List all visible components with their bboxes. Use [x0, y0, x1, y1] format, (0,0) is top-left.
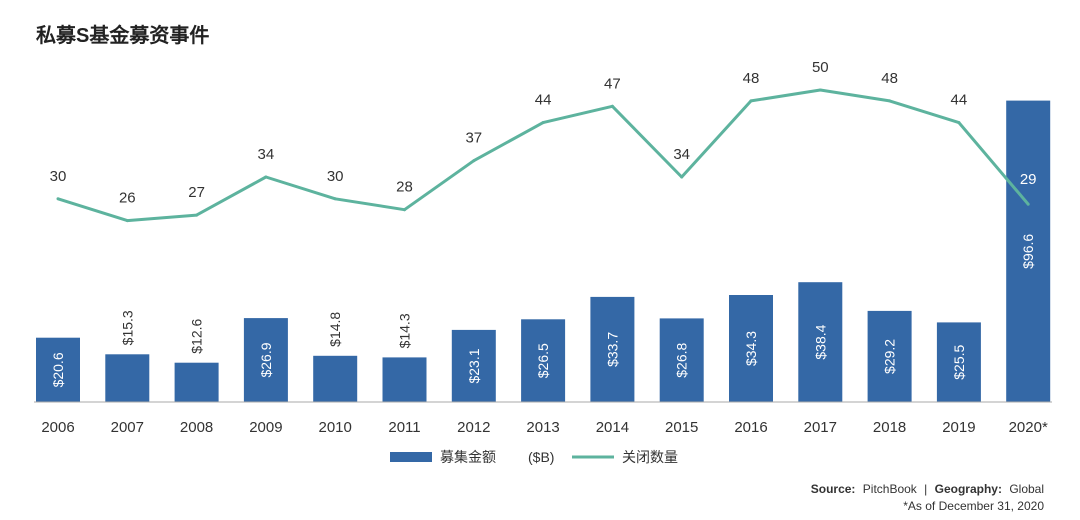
line-point-2009 [264, 175, 268, 179]
line-label-2016: 48 [743, 70, 760, 87]
line-point-2008 [195, 213, 199, 217]
x-tick-2007: 2007 [111, 419, 144, 436]
bar-label-2016: $34.3 [743, 331, 759, 366]
line-label-2013: 44 [535, 92, 552, 109]
line-point-2012 [472, 159, 476, 163]
line-point-2014 [610, 104, 614, 108]
bar-2006 [36, 337, 80, 402]
source-separator: | [924, 482, 927, 496]
bar-label-2019: $25.5 [951, 344, 967, 379]
x-tick-2015: 2015 [665, 419, 698, 436]
line-labels-group: 30 26 27 34 30 28 37 44 47 34 48 50 48 44 29 [50, 59, 1037, 207]
line-label-2010: 30 [327, 168, 344, 185]
bars-group [36, 100, 1051, 402]
line-label-2007: 26 [119, 190, 136, 207]
line-label-2014: 47 [604, 75, 621, 92]
bar-label-2011: $14.3 [397, 313, 413, 348]
bar-2007 [105, 354, 150, 402]
line-label-2017: 50 [812, 59, 829, 76]
x-tick-2013: 2013 [526, 419, 559, 436]
line-label-2009: 34 [258, 146, 275, 163]
bar-2018 [867, 310, 912, 402]
bar-label-2014: $33.7 [604, 332, 620, 367]
x-tick-2009: 2009 [249, 419, 282, 436]
x-tick-2012: 2012 [457, 419, 490, 436]
x-tick-2019: 2019 [942, 419, 975, 436]
bar-label-2018: $29.2 [882, 339, 898, 374]
x-tick-2008: 2008 [180, 419, 213, 436]
source-line: Source: PitchBook | Geography: Global [811, 482, 1044, 496]
bar-label-2012: $23.1 [466, 348, 482, 383]
legend-swatch-bar [390, 452, 432, 462]
bar-2008 [174, 362, 219, 402]
bar-2016 [729, 295, 773, 402]
bar-label-2015: $26.8 [674, 342, 690, 377]
x-tick-2016: 2016 [734, 419, 767, 436]
line-label-2018: 48 [881, 70, 898, 87]
bar-labels-group: $20.6 $15.3 $12.6 $26.9 $14.8 $14.3 $23.1 $26.5… [50, 234, 1036, 388]
legend-label-bar: 募集金额 [440, 449, 496, 465]
chart-title: 私募S基金募资事件 [36, 23, 209, 47]
bar-label-2008: $12.6 [189, 318, 205, 353]
x-tick-2011: 2011 [388, 419, 420, 436]
bar-2012 [451, 329, 496, 402]
line-point-2010 [333, 197, 337, 201]
geo-label: Geography: [935, 482, 1002, 496]
bar-label-2010: $14.8 [327, 312, 343, 347]
x-tick-labels: 2006 2007 2008 2009 2010 2011 2012 2013 2014 2015… [41, 419, 1048, 436]
bar-label-2006: $20.6 [50, 352, 66, 387]
line-label-2015: 34 [673, 146, 690, 163]
line-point-2020 [1026, 202, 1030, 206]
bar-label-2007: $15.3 [119, 310, 135, 345]
bar-2009 [243, 318, 288, 402]
line-group [56, 88, 1030, 223]
source-value: PitchBook [863, 482, 918, 496]
line-point-2017 [818, 88, 822, 92]
x-tick-2006: 2006 [41, 419, 74, 436]
line-point-2015 [680, 175, 684, 179]
bar-2017 [798, 282, 843, 402]
geo-value: Global [1009, 482, 1044, 496]
bar-label-2020: $96.6 [1020, 234, 1036, 269]
line-point-2011 [403, 208, 406, 212]
line-point-2019 [957, 121, 961, 125]
line-label-2006: 30 [50, 168, 67, 185]
bar-2020 [1006, 100, 1051, 402]
line-point-2016 [749, 99, 753, 103]
x-tick-2017: 2017 [804, 419, 837, 436]
legend-label-line: 关闭数量 [622, 449, 678, 465]
line-label-2011: 28 [396, 179, 413, 196]
bar-2015 [659, 318, 704, 402]
bar-2013 [521, 319, 566, 402]
x-tick-2010: 2010 [319, 419, 352, 436]
bar-2011 [382, 357, 427, 402]
legend: 募集金额 ($B) 关闭数量 [390, 449, 678, 465]
line-label-2008: 27 [188, 184, 205, 201]
bar-label-2009: $26.9 [258, 342, 274, 377]
x-tick-2020: 2020* [1009, 419, 1048, 436]
legend-unit: ($B) [528, 449, 554, 465]
line-point-2007 [125, 219, 129, 223]
line-label-2012: 37 [465, 130, 482, 147]
bar-label-2013: $26.5 [535, 343, 551, 378]
line-point-2013 [541, 121, 545, 125]
bar-label-2017: $38.4 [812, 324, 828, 359]
bar-2014 [590, 296, 635, 402]
line-point-2018 [888, 99, 892, 103]
source-label: Source: [811, 482, 856, 496]
line-point-2006 [56, 197, 60, 201]
line-label-2020: 29 [1020, 171, 1037, 188]
line-label-2019: 44 [951, 92, 968, 109]
x-tick-2018: 2018 [873, 419, 906, 436]
x-tick-2014: 2014 [596, 419, 629, 436]
bar-2019 [936, 322, 981, 402]
bar-2010 [313, 355, 358, 402]
footnote: *As of December 31, 2020 [903, 499, 1044, 513]
